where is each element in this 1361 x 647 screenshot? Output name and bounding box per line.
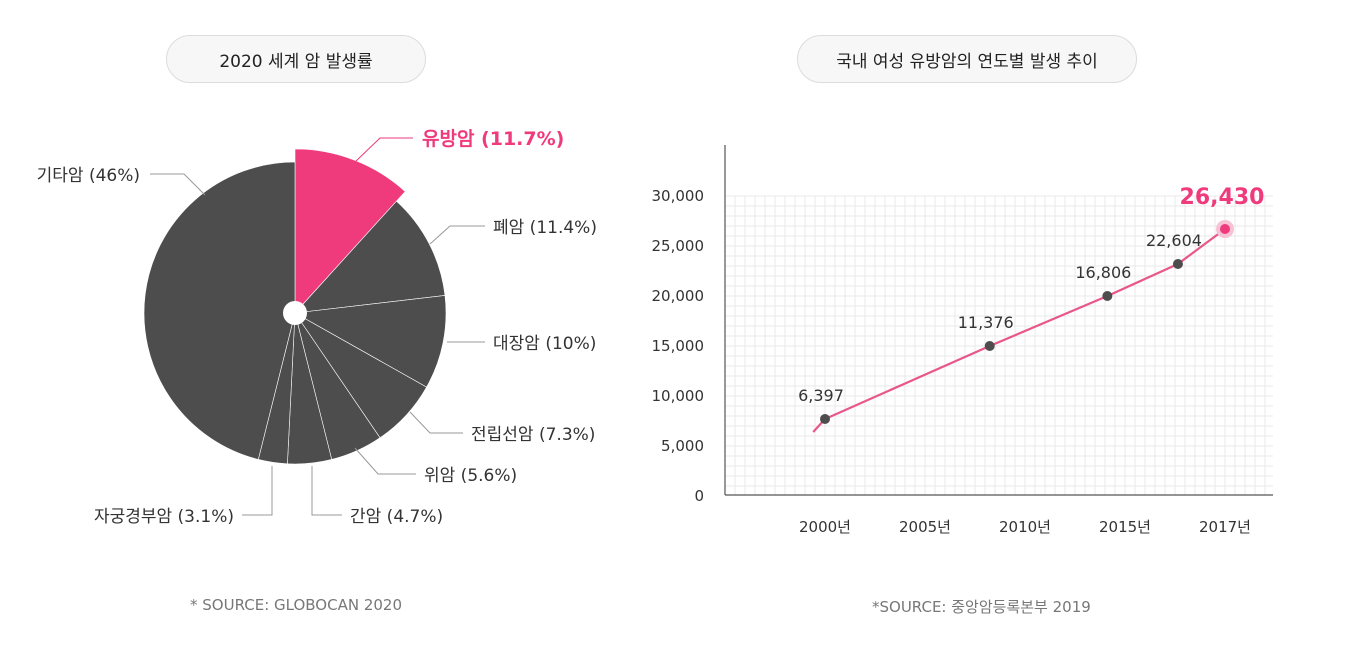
pie-slice-label: 대장암 (10%) — [493, 334, 596, 354]
pie-slice-label: 기타암 (46%) — [37, 166, 140, 186]
data-point — [820, 414, 830, 424]
y-tick-label: 0 — [694, 487, 704, 505]
y-tick-label: 10,000 — [652, 387, 705, 405]
x-tick-label: 2010년 — [999, 518, 1051, 536]
y-tick-label: 25,000 — [652, 237, 705, 255]
data-label: 6,397 — [798, 386, 844, 405]
data-label: 26,430 — [1180, 185, 1265, 210]
data-point — [1220, 224, 1230, 234]
pie-slice — [294, 148, 406, 314]
pie-leader-line — [311, 466, 342, 516]
pie-slice-label: 유방암 (11.7%) — [422, 128, 564, 150]
y-tick-label: 20,000 — [652, 287, 705, 305]
pie-leader-line — [242, 466, 273, 516]
left-source-note: * SOURCE: GLOBOCAN 2020 — [190, 596, 403, 614]
data-point — [1172, 259, 1183, 269]
pie-slices — [143, 148, 447, 465]
left-chart-title-pill: 2020 세계 암 발생률 — [166, 35, 426, 83]
pie-slice-label: 간암 (4.7%) — [350, 507, 443, 527]
data-point — [984, 341, 995, 351]
right-chart-title-pill: 국내 여성 유방암의 연도별 발생 추이 — [797, 35, 1137, 83]
x-tick-label: 2000년 — [799, 518, 851, 536]
y-tick-label: 30,000 — [652, 187, 705, 205]
pie-slice — [294, 295, 447, 388]
data-point — [1102, 291, 1113, 301]
pie-slice — [143, 161, 296, 460]
chart-grid — [725, 195, 1273, 495]
pie-slice-label: 자궁경부암 (3.1%) — [94, 507, 234, 527]
right-source-note: *SOURCE: 중앙암등록본부 2019 — [872, 598, 1091, 616]
y-tick-label: 5,000 — [661, 437, 704, 455]
data-label: 16,806 — [1075, 263, 1131, 282]
pie-slice — [294, 200, 446, 314]
pie-leader-line — [354, 137, 413, 163]
pie-leader-line — [150, 173, 206, 196]
data-label: 11,376 — [958, 313, 1014, 332]
left-chart-title: 2020 세계 암 발생률 — [219, 51, 373, 72]
pie-leader-line — [429, 225, 485, 245]
x-tick-label: 2015년 — [1099, 518, 1151, 536]
right-chart-title: 국내 여성 유방암의 연도별 발생 추이 — [836, 51, 1098, 72]
y-tick-label: 15,000 — [652, 337, 705, 355]
x-tick-label: 2005년 — [899, 518, 951, 536]
pie-leader-line — [409, 411, 463, 434]
data-label: 22,604 — [1146, 231, 1202, 250]
pie-slice-label: 전립선암 (7.3%) — [471, 425, 595, 445]
x-tick-label: 2017년 — [1199, 518, 1251, 536]
pie-center-hole — [283, 301, 307, 325]
pie-leader-line — [354, 447, 416, 475]
pie-slice-label: 폐암 (11.4%) — [493, 218, 597, 238]
pie-slice-label: 위암 (5.6%) — [424, 466, 517, 486]
